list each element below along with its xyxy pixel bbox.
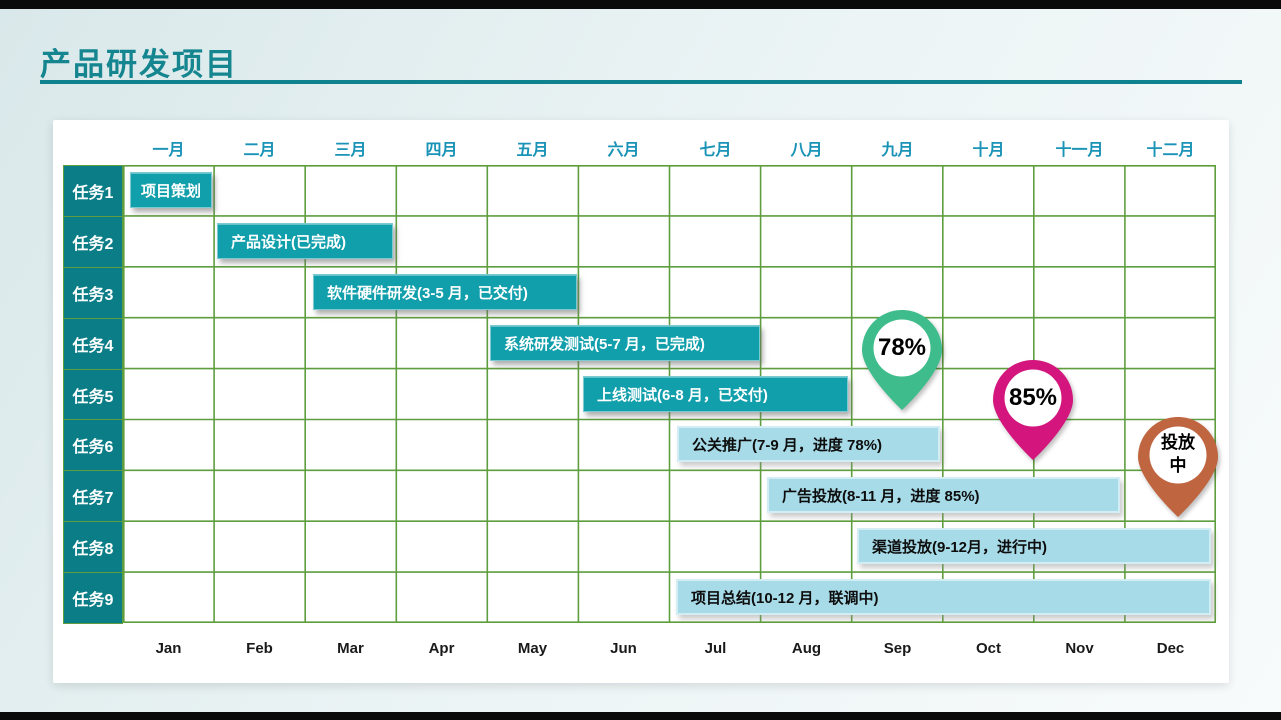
progress-pin-78: 78%	[862, 310, 942, 410]
month-label-en: Apr	[428, 640, 455, 657]
gantt-bar-task8: 渠道投放(9-12月，进行中)	[857, 528, 1211, 564]
gantt-bar-task2: 产品设计(已完成)	[217, 223, 393, 259]
month-label-en: Oct	[975, 640, 1001, 657]
task-row-label: 任务5	[63, 368, 123, 421]
month-label-cn: 四月	[425, 142, 458, 159]
pin-label: 78%	[877, 334, 927, 361]
task-row-label: 任务6	[63, 419, 123, 472]
bar-label: 软件硬件研发(3-5 月，已交付)	[327, 284, 528, 302]
title-underline	[40, 80, 1242, 84]
progress-pin-85: 85%	[993, 360, 1073, 460]
task-row-label: 任务9	[63, 572, 123, 625]
letterbox-top	[0, 0, 1281, 9]
gantt-bar-task6: 公关推广(7-9 月，进度 78%)	[677, 426, 940, 462]
month-label-cn: 一月	[152, 142, 185, 159]
month-label-cn: 七月	[699, 142, 732, 159]
month-label-en: Aug	[791, 640, 822, 657]
month-label-cn: 六月	[607, 142, 640, 159]
bar-label: 项目策划	[140, 182, 201, 200]
month-label-cn: 十一月	[1055, 142, 1104, 159]
gantt-bar-task7: 广告投放(8-11 月，进度 85%)	[767, 477, 1120, 513]
task-row-label: 任务2	[63, 215, 123, 268]
bar-label: 公关推广(7-9 月，进度 78%)	[692, 436, 883, 454]
month-label-en: Sep	[883, 640, 912, 657]
task-row-label: 任务1	[63, 165, 123, 217]
month-label-en: Nov	[1065, 640, 1094, 657]
pin-label: 85%	[1008, 384, 1058, 411]
bar-label: 项目总结(10-12 月，联调中)	[691, 589, 879, 607]
bar-label: 广告投放(8-11 月，进度 85%)	[782, 487, 980, 505]
grid-horizontal-lines	[123, 165, 1216, 624]
slide-background: 产品研发项目 一月 二月 三月 四月 五月 六月 七月 八月 九月 十月 十一月…	[0, 9, 1281, 712]
gantt-card: 一月 二月 三月 四月 五月 六月 七月 八月 九月 十月 十一月 十二月 任务…	[53, 120, 1229, 683]
gantt-grid	[123, 165, 1216, 624]
task-header-column: 任务1 任务2 任务3 任务4 任务5 任务6 任务7 任务8 任务9	[63, 165, 123, 625]
slide-title: 产品研发项目	[40, 47, 238, 82]
month-label-en: Feb	[246, 640, 273, 657]
month-label-cn: 三月	[334, 142, 367, 159]
month-label-en: Jan	[155, 640, 182, 657]
month-label-cn: 十二月	[1146, 142, 1195, 159]
task-row-label: 任务7	[63, 470, 123, 523]
month-label-cn: 八月	[790, 142, 823, 159]
letterbox-bottom	[0, 712, 1281, 720]
task-row-label: 任务3	[63, 266, 123, 319]
month-label-en: Jul	[704, 640, 727, 657]
gantt-bar-task4: 系统研发测试(5-7 月，已完成)	[490, 325, 760, 361]
month-label-en: Mar	[337, 640, 364, 657]
bar-label: 渠道投放(9-12月，进行中)	[872, 538, 1048, 556]
progress-pin-ongoing: 投放中	[1138, 417, 1218, 517]
bar-label: 上线测试(6-8 月，已交付)	[597, 386, 768, 404]
gantt-bar-task5: 上线测试(6-8 月，已交付)	[583, 376, 848, 412]
pin-label: 投放中	[1161, 433, 1195, 475]
gantt-bar-task9: 项目总结(10-12 月，联调中)	[676, 579, 1211, 615]
task-row-label: 任务8	[63, 521, 123, 574]
month-label-en: Dec	[1156, 640, 1185, 657]
gantt-bar-task3: 软件硬件研发(3-5 月，已交付)	[313, 274, 577, 310]
month-label-en: Jun	[610, 640, 637, 657]
bar-label: 产品设计(已完成)	[231, 233, 346, 251]
month-label-cn: 五月	[516, 142, 549, 159]
task-row-label: 任务4	[63, 317, 123, 370]
month-label-en: May	[517, 640, 548, 657]
month-label-cn: 九月	[881, 142, 914, 159]
month-label-cn: 十月	[972, 142, 1005, 159]
gantt-bar-task1: 项目策划	[130, 172, 212, 208]
month-label-cn: 二月	[243, 142, 276, 159]
bar-label: 系统研发测试(5-7 月，已完成)	[504, 335, 705, 353]
